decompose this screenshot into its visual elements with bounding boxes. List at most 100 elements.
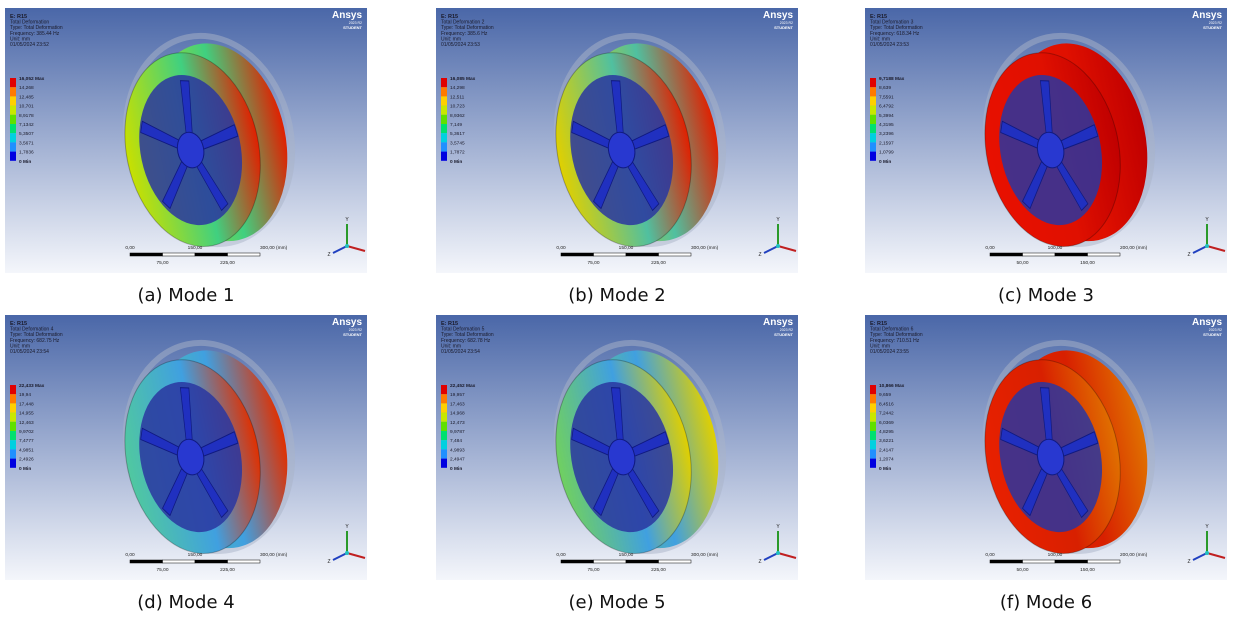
legend-label: 0 Min	[450, 159, 462, 165]
legend-label: 2,4926	[19, 457, 34, 463]
legend-swatch	[441, 440, 447, 449]
legend-swatch	[870, 394, 876, 403]
scale-segment	[626, 253, 659, 256]
viewport: E: R15Total Deformation 4Type: Total Def…	[5, 315, 367, 580]
scale-label: 100,00	[1048, 552, 1063, 558]
legend-swatch	[870, 87, 876, 96]
legend-swatch	[870, 133, 876, 142]
scale-segment	[1088, 560, 1121, 563]
legend-swatch	[441, 385, 447, 394]
legend-label: 14,968	[450, 411, 465, 417]
axis-label: Z	[1187, 559, 1190, 565]
scale-label: 0,00	[556, 552, 566, 558]
legend-swatch	[870, 115, 876, 124]
scale-label: 300,00 (mm)	[691, 245, 719, 251]
legend-label: 6,4792	[879, 104, 894, 110]
scale-label: 75,00	[587, 260, 599, 266]
caption: (f) Mode 6	[865, 592, 1227, 613]
legend-swatch	[10, 413, 16, 422]
scale-label: 300,00 (mm)	[260, 245, 288, 251]
figure: E: R15Total DeformationType: Total Defor…	[0, 0, 1240, 617]
legend-label: 7,149	[450, 122, 462, 128]
scale-segment	[1023, 560, 1056, 563]
legend-label: 1,7872	[450, 150, 465, 156]
legend-swatch	[10, 133, 16, 142]
legend-swatch	[10, 394, 16, 403]
scale-label: 75,00	[587, 567, 599, 573]
legend-swatch	[441, 133, 447, 142]
legend-swatch	[441, 124, 447, 133]
axis-origin	[776, 244, 780, 248]
legend-label: 2,4147	[879, 447, 894, 453]
legend-swatch	[10, 124, 16, 133]
scale-label: 75,00	[156, 260, 168, 266]
logo: Ansys	[763, 317, 793, 328]
scale-label: 0,00	[125, 552, 135, 558]
legend-label: 12,485	[19, 94, 34, 100]
caption: (e) Mode 5	[436, 592, 798, 613]
legend-label: 5,3994	[879, 113, 894, 119]
legend-label: 22,452 Max	[450, 383, 476, 389]
axis-label: Z	[758, 252, 761, 258]
legend-swatch	[870, 385, 876, 394]
scale-segment	[659, 560, 692, 563]
scale-label: 150,00	[188, 245, 203, 251]
legend-swatch	[10, 449, 16, 458]
result-panel: E: R15Total Deformation 5Type: Total Def…	[436, 315, 798, 580]
scale-label: 225,00	[220, 567, 235, 573]
legend-swatch	[10, 78, 16, 87]
scale-label: 150,00	[619, 552, 634, 558]
scale-label: 0,00	[985, 245, 995, 251]
legend-label: 8,9178	[19, 113, 34, 119]
scale-segment	[626, 560, 659, 563]
logo: Ansys	[1192, 10, 1222, 21]
viewport: E: R15Total Deformation 5Type: Total Def…	[436, 315, 798, 580]
axis-label: Z	[1187, 252, 1190, 258]
legend-swatch	[441, 459, 447, 468]
axis-origin	[345, 551, 349, 555]
legend-swatch	[10, 431, 16, 440]
scale-segment	[163, 253, 196, 256]
legend-swatch	[870, 142, 876, 151]
legend-label: 3,5745	[450, 140, 465, 146]
scale-segment	[163, 560, 196, 563]
legend-label: 9,659	[879, 392, 891, 398]
legend-swatch	[441, 87, 447, 96]
header-line: 01/05/2024 23:55	[870, 349, 909, 355]
legend-swatch	[870, 413, 876, 422]
scale-segment	[195, 560, 228, 563]
scale-label: 0,00	[985, 552, 995, 558]
scale-label: 100,00	[1048, 245, 1063, 251]
legend-swatch	[10, 142, 16, 151]
result-panel: E: R15Total Deformation 2Type: Total Def…	[436, 8, 798, 273]
legend-label: 1,7836	[19, 150, 34, 156]
legend-swatch	[441, 78, 447, 87]
legend-label: 6,0369	[879, 420, 894, 426]
header-line: 01/05/2024 23:54	[10, 349, 49, 355]
legend-label: 1,2074	[879, 457, 894, 463]
legend-swatch	[870, 106, 876, 115]
legend-label: 7,5591	[879, 94, 894, 100]
viewport: E: R15Total Deformation 3Type: Total Def…	[865, 8, 1227, 273]
legend-swatch	[870, 440, 876, 449]
legend-label: 12,463	[19, 420, 34, 426]
legend-label: 0 Min	[450, 466, 462, 472]
scale-segment	[990, 253, 1023, 256]
scale-label: 0,00	[556, 245, 566, 251]
legend-label: 3,2396	[879, 131, 894, 137]
legend-swatch	[441, 142, 447, 151]
legend-swatch	[870, 459, 876, 468]
logo-edition: STUDENT	[343, 25, 362, 30]
legend-swatch	[870, 152, 876, 161]
legend-swatch	[870, 124, 876, 133]
legend-swatch	[10, 440, 16, 449]
scale-segment	[1088, 253, 1121, 256]
legend-label: 16,085 Max	[450, 76, 476, 82]
logo: Ansys	[763, 10, 793, 21]
logo-edition: STUDENT	[1203, 332, 1222, 337]
scale-segment	[1055, 253, 1088, 256]
caption: (d) Mode 4	[5, 592, 367, 613]
